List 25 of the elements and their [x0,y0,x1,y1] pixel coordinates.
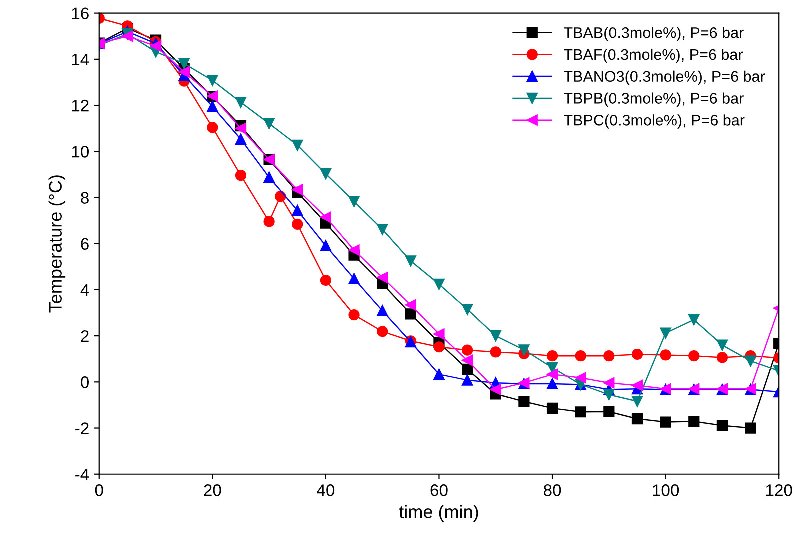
legend-label: TBPB(0.3mole%), P=6 bar [564,92,744,107]
x-tick-label: 80 [544,484,562,496]
legend-label: TBPC(0.3mole%), P=6 bar [564,114,745,129]
y-tick-label: 4 [80,284,90,296]
x-tick-label: 20 [204,484,222,496]
x-tick-label: 100 [653,484,680,496]
legend-label: TBANO3(0.3mole%), P=6 bar [564,70,766,86]
x-tick-label: 40 [317,484,335,496]
y-tick-label: 12 [72,100,89,112]
y-tick-label: 0 [81,376,89,388]
y-tick-label: 14 [72,54,90,66]
y-tick-label: 2 [81,330,89,342]
x-axis-title: time (min) [399,505,478,522]
x-tick-label: 0 [95,484,104,496]
y-tick-label: 6 [81,238,89,250]
legend-label: TBAF(0.3mole%), P=6 bar [564,48,744,64]
y-tick-label: -2 [76,422,89,434]
y-axis-title: Temperature (°C) [48,176,66,313]
x-tick-label: 120 [766,484,792,496]
y-tick-label: 10 [72,146,90,158]
x-tick-label: 60 [430,484,448,496]
legend-label: TBAB(0.3mole%), P=6 bar [564,27,744,42]
y-tick-label: 16 [72,8,89,20]
y-tick-label: -4 [76,468,90,480]
y-tick-label: 8 [81,192,89,204]
